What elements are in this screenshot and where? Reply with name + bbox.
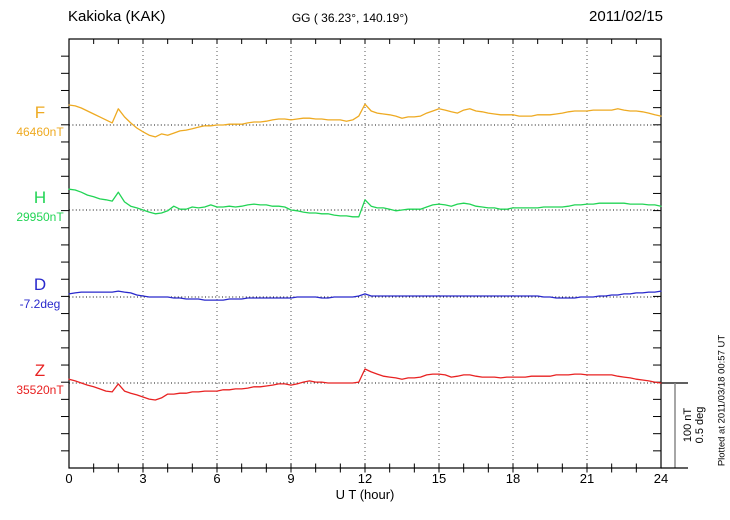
scale-bar-deg: 0.5 deg <box>694 406 706 444</box>
station-coordinates: GG ( 36.23°, 140.19°) <box>291 11 409 25</box>
plot-frame <box>68 38 662 469</box>
series-baseline-value-f: 46460nT <box>16 125 64 139</box>
x-tick-label-15: 15 <box>431 471 447 486</box>
series-label-h: H 29950nT <box>12 189 68 224</box>
scale-bar-label: 100 nT 0.5 deg <box>682 382 708 468</box>
x-axis-label: U T (hour) <box>335 487 395 502</box>
x-tick-label-12: 12 <box>357 471 373 486</box>
trace-D <box>68 290 662 301</box>
series-baseline-value-z: 35520nT <box>16 383 64 397</box>
series-letter-z: Z <box>34 361 46 380</box>
x-tick-label-18: 18 <box>505 471 521 486</box>
x-tick-label-6: 6 <box>213 471 221 486</box>
station-title: Kakioka (KAK) <box>68 8 166 25</box>
plotted-at-note: Plotted at 2011/03/18 00:57 UT <box>716 334 728 467</box>
trace-F <box>68 103 662 138</box>
x-tick-label-9: 9 <box>287 471 295 486</box>
x-tick-label-24: 24 <box>653 471 669 486</box>
trace-Z <box>68 368 662 401</box>
series-letter-d: D <box>33 275 47 294</box>
series-letter-f: F <box>34 103 46 122</box>
x-tick-label-0: 0 <box>65 471 73 486</box>
plot-date: 2011/02/15 <box>589 8 663 25</box>
x-tick-label-3: 3 <box>139 471 147 486</box>
series-letter-h: H <box>33 188 47 207</box>
series-label-f: F 46460nT <box>12 104 68 139</box>
trace-H <box>68 188 662 218</box>
x-tick-label-21: 21 <box>579 471 595 486</box>
series-label-d: D -7.2deg <box>12 276 68 311</box>
series-baseline-value-h: 29950nT <box>16 210 64 224</box>
series-baseline-value-d: -7.2deg <box>19 297 61 311</box>
scale-bar-nt: 100 nT <box>682 407 694 443</box>
series-label-z: Z 35520nT <box>12 362 68 397</box>
